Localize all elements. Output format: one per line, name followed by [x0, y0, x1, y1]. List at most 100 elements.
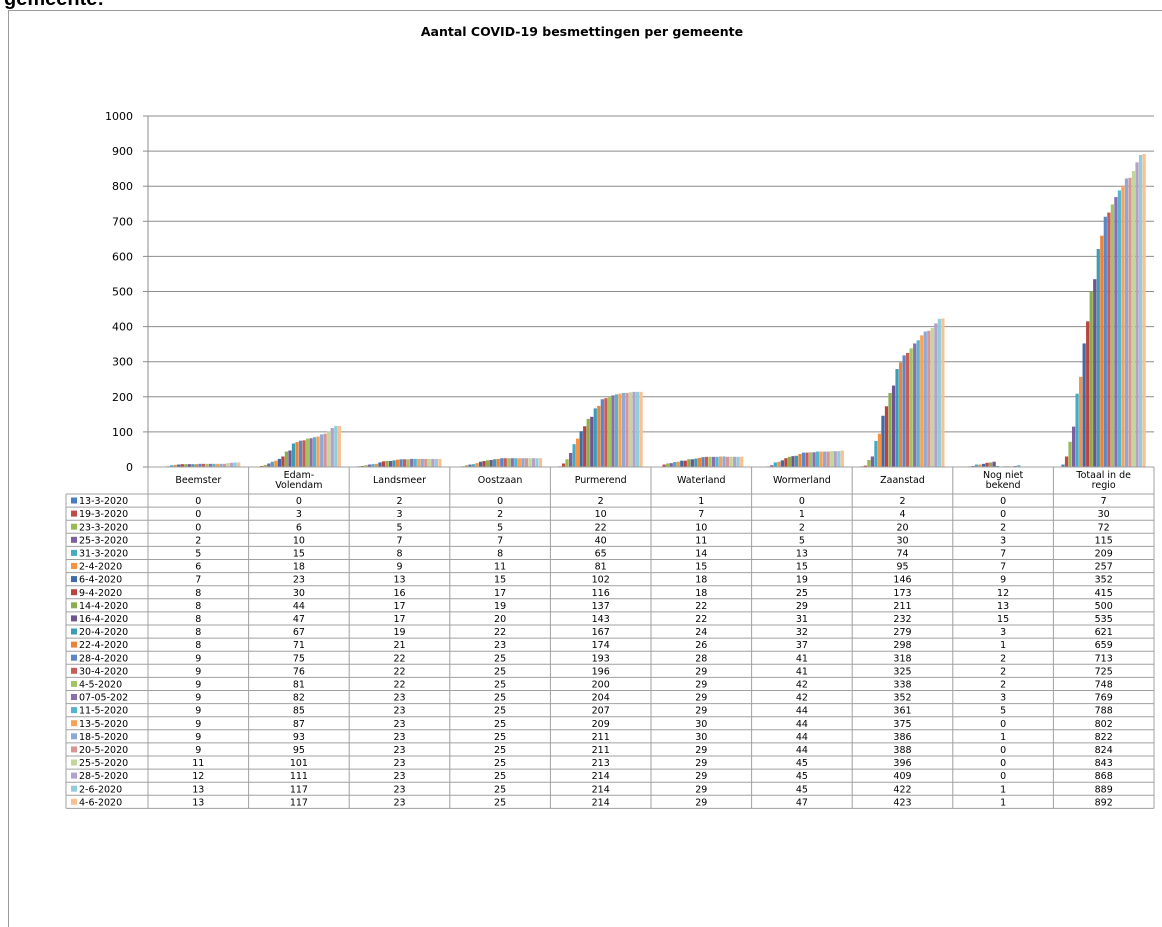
bar: [417, 458, 421, 467]
data-label: 2: [598, 496, 604, 507]
legend-key: [71, 707, 77, 714]
data-label: 26: [695, 640, 707, 651]
data-label: 409: [893, 771, 911, 782]
data-label: 12: [192, 771, 204, 782]
data-label: 422: [893, 784, 911, 795]
data-label: 32: [796, 627, 808, 638]
data-label: 25: [494, 758, 506, 769]
data-label: 2: [1000, 653, 1006, 664]
data-label: 23: [393, 797, 405, 808]
bar: [330, 428, 334, 467]
data-label: 0: [195, 496, 201, 507]
bar: [891, 385, 896, 467]
bar: [1128, 177, 1132, 467]
bar: [230, 462, 234, 467]
data-label: 22: [393, 653, 405, 664]
data-label: 211: [592, 732, 610, 743]
data-label: 41: [796, 653, 808, 664]
legend-key: [71, 628, 77, 635]
bar: [941, 318, 945, 467]
data-label: 22: [494, 627, 506, 638]
data-label: 0: [1000, 758, 1006, 769]
legend-key: [71, 563, 77, 569]
data-label: 6: [195, 562, 201, 573]
data-label: 7: [195, 575, 201, 586]
bar: [177, 464, 181, 467]
series-label: 11-5-2020: [79, 706, 128, 717]
category-label: Purmerend: [575, 475, 627, 486]
data-label: 7: [1101, 496, 1107, 507]
data-label: 25: [494, 653, 506, 664]
bar: [812, 452, 816, 467]
data-label: 0: [799, 496, 805, 507]
data-label: 415: [1095, 588, 1113, 599]
bar: [378, 462, 382, 467]
data-label: 5: [396, 522, 402, 533]
data-label: 2: [497, 509, 503, 520]
data-label: 214: [592, 771, 610, 782]
data-label: 116: [592, 588, 610, 599]
bar: [791, 456, 795, 467]
data-label: 111: [290, 771, 308, 782]
data-label: 115: [1095, 535, 1113, 546]
bar: [1068, 441, 1072, 467]
bar: [337, 425, 341, 467]
category-label: Zaanstad: [880, 475, 925, 486]
data-label: 889: [1095, 784, 1113, 795]
bar: [298, 440, 303, 467]
data-label: 23: [393, 693, 405, 704]
series-label: 28-5-2020: [79, 771, 128, 782]
legend-key: [71, 772, 77, 779]
data-label: 9: [195, 666, 201, 677]
data-label: 22: [595, 522, 607, 533]
bar: [327, 431, 331, 467]
data-label: 802: [1095, 719, 1113, 730]
data-label: 25: [796, 588, 808, 599]
data-label: 10: [695, 522, 707, 533]
data-label: 19: [796, 575, 808, 586]
data-label: 9: [195, 680, 201, 691]
data-label: 9: [195, 719, 201, 730]
bar: [711, 456, 716, 467]
bar: [923, 331, 927, 467]
data-label: 29: [695, 680, 707, 691]
bar: [1071, 426, 1076, 467]
y-tick-label: 600: [112, 250, 133, 263]
bar: [1103, 216, 1107, 467]
data-label: 0: [1000, 496, 1006, 507]
bar: [867, 459, 871, 467]
category-label: Nog niet bekend: [983, 470, 1023, 491]
data-label: 214: [592, 784, 610, 795]
data-label: 535: [1095, 614, 1113, 625]
bar: [1079, 376, 1083, 467]
bar: [978, 464, 982, 467]
bar: [881, 415, 885, 467]
bar: [517, 458, 521, 467]
bar: [1117, 190, 1122, 467]
data-label: 7: [1000, 562, 1006, 573]
bar: [669, 463, 673, 467]
data-label: 29: [695, 797, 707, 808]
bar: [493, 459, 497, 467]
bar: [524, 458, 529, 467]
data-label: 2: [899, 496, 905, 507]
legend-key: [71, 759, 77, 766]
bar: [323, 433, 327, 467]
data-label: 0: [296, 496, 302, 507]
series-label: 31-3-2020: [79, 549, 128, 560]
bar: [840, 450, 844, 467]
bar: [420, 458, 424, 467]
bar: [1121, 185, 1125, 467]
bar: [535, 458, 539, 467]
bar: [1064, 456, 1069, 467]
bar: [468, 464, 472, 467]
category-label: Beemster: [175, 475, 221, 486]
bar: [392, 460, 396, 467]
data-label: 10: [293, 535, 305, 546]
series-label: 20-5-2020: [79, 745, 128, 756]
bar: [198, 463, 202, 467]
data-label: 211: [592, 745, 610, 756]
bar: [438, 458, 442, 467]
legend-key: [71, 720, 77, 727]
bar: [281, 456, 285, 467]
